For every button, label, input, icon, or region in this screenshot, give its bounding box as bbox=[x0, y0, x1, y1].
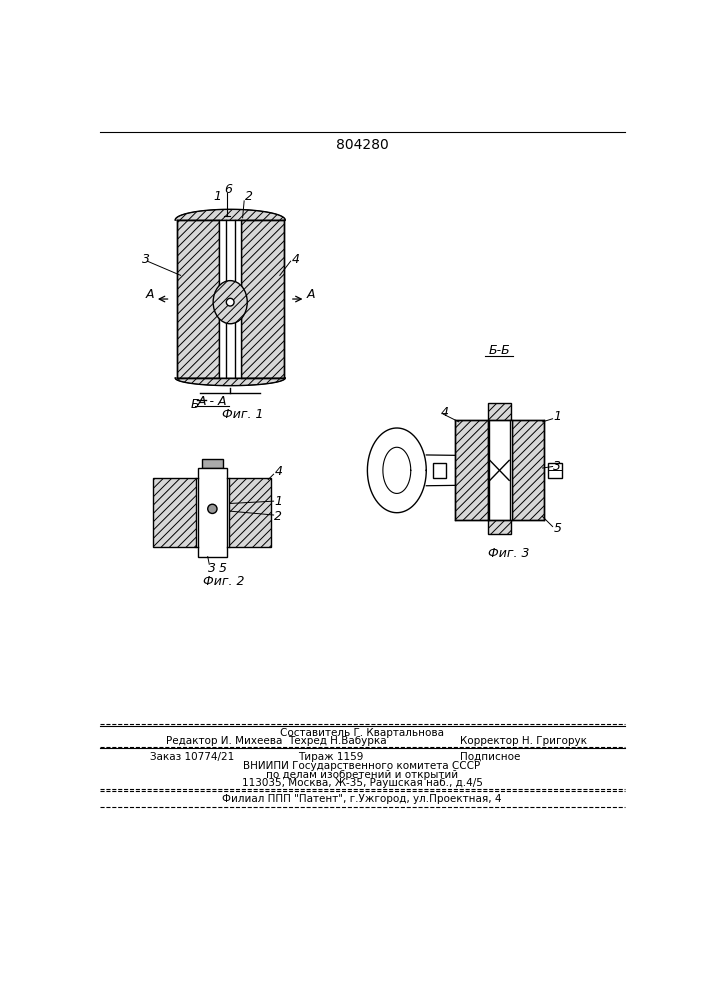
Bar bbox=[177, 220, 219, 378]
Text: Б-Б: Б-Б bbox=[489, 344, 510, 358]
Text: 1: 1 bbox=[213, 190, 221, 204]
Text: 3: 3 bbox=[554, 460, 561, 473]
Text: Фиг. 3: Фиг. 3 bbox=[489, 547, 530, 560]
Text: 1: 1 bbox=[274, 495, 282, 508]
Bar bbox=[455, 420, 488, 520]
Bar bbox=[433, 463, 445, 478]
Text: 4: 4 bbox=[274, 465, 282, 478]
Text: Заказ 10774/21: Заказ 10774/21 bbox=[151, 752, 235, 762]
Text: A: A bbox=[307, 288, 315, 301]
Text: Редактор И. Михеева: Редактор И. Михеева bbox=[166, 736, 282, 746]
Text: ВНИИПИ Государственного комитета СССР: ВНИИПИ Государственного комитета СССР bbox=[243, 761, 481, 771]
Text: A: A bbox=[146, 288, 154, 301]
Text: Филиал ППП "Патент", г.Ужгород, ул.Проектная, 4: Филиал ППП "Патент", г.Ужгород, ул.Проек… bbox=[222, 794, 502, 804]
Text: Тираж 1159: Тираж 1159 bbox=[298, 752, 363, 762]
Text: Корректор Н. Григорук: Корректор Н. Григорук bbox=[460, 736, 588, 746]
Bar bbox=[488, 520, 510, 534]
Text: Фиг. 1: Фиг. 1 bbox=[223, 408, 264, 421]
Text: 5: 5 bbox=[554, 522, 561, 535]
Text: Техред Н.Вабурка: Техред Н.Вабурка bbox=[288, 736, 387, 746]
Text: 3: 3 bbox=[208, 562, 216, 575]
Polygon shape bbox=[175, 209, 285, 220]
Bar bbox=[153, 478, 196, 547]
Bar bbox=[219, 220, 241, 378]
Text: 4: 4 bbox=[291, 253, 300, 266]
Text: 4: 4 bbox=[441, 406, 449, 419]
Bar bbox=[201, 459, 223, 468]
Text: 1: 1 bbox=[554, 410, 561, 423]
Bar bbox=[198, 468, 227, 557]
Bar bbox=[488, 403, 510, 420]
Polygon shape bbox=[175, 378, 285, 386]
Text: 113035, Москва, Ж-35, Раушская наб., д.4/5: 113035, Москва, Ж-35, Раушская наб., д.4… bbox=[242, 778, 482, 788]
Circle shape bbox=[226, 298, 234, 306]
Circle shape bbox=[208, 504, 217, 513]
Bar bbox=[548, 463, 562, 478]
Text: Подписное: Подписное bbox=[460, 752, 521, 762]
Text: Б: Б bbox=[191, 398, 199, 411]
Text: А - А: А - А bbox=[198, 395, 227, 408]
Text: по делам изобретений и открытий: по делам изобретений и открытий bbox=[266, 770, 458, 780]
Text: 3: 3 bbox=[142, 253, 150, 266]
Text: 6: 6 bbox=[225, 183, 233, 196]
Text: Фиг. 2: Фиг. 2 bbox=[203, 575, 245, 588]
Bar bbox=[488, 420, 512, 520]
Text: 804280: 804280 bbox=[336, 138, 388, 152]
Text: 2: 2 bbox=[274, 510, 282, 523]
Text: 2: 2 bbox=[245, 190, 253, 204]
Ellipse shape bbox=[213, 281, 247, 324]
Bar bbox=[228, 478, 271, 547]
Bar bbox=[512, 420, 544, 520]
Text: Составитель Г. Квартальнова: Составитель Г. Квартальнова bbox=[280, 728, 444, 738]
Bar bbox=[241, 220, 284, 378]
Text: 5: 5 bbox=[218, 562, 226, 575]
